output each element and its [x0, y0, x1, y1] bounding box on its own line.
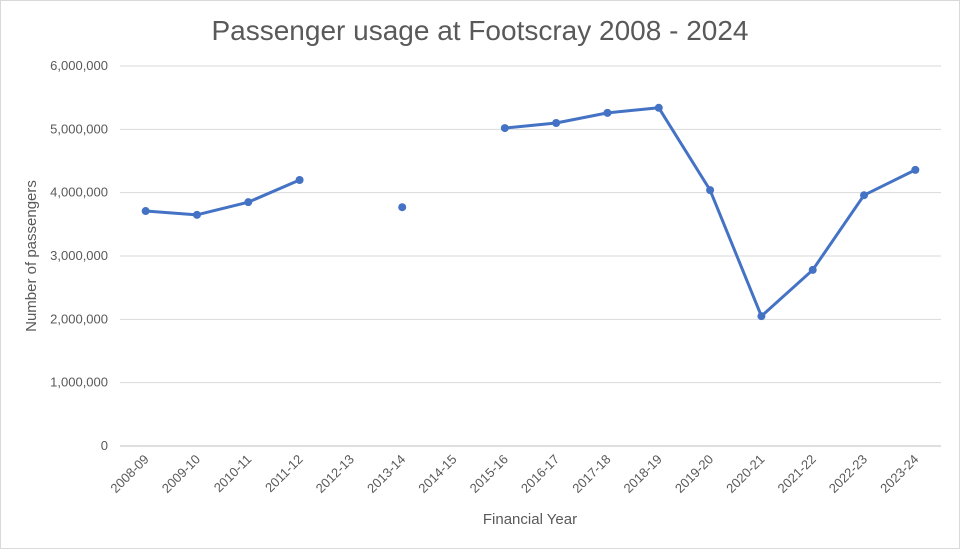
x-tick-label: 2016-17	[518, 452, 562, 496]
data-point	[552, 119, 561, 127]
x-tick-label: 2023-24	[877, 452, 921, 496]
data-point	[192, 210, 201, 219]
x-tick-label: 2013-14	[364, 452, 408, 496]
y-tick-label: 2,000,000	[50, 311, 108, 326]
data-point	[860, 191, 869, 200]
data-point	[295, 176, 304, 184]
data-point	[808, 265, 817, 274]
x-tick-label: 2020-21	[723, 452, 767, 496]
data-point	[706, 186, 715, 195]
y-axis-label: Number of passengers	[23, 180, 40, 332]
chart-title: Passenger usage at Footscray 2008 - 2024	[211, 15, 748, 46]
x-tick-label: 2018-19	[621, 452, 665, 496]
data-point	[398, 203, 407, 212]
x-tick-label: 2019-20	[672, 452, 716, 496]
x-axis-label: Financial Year	[483, 511, 577, 528]
x-tick-label: 2021-22	[774, 452, 818, 496]
y-tick-label: 5,000,000	[50, 121, 108, 136]
x-tick-label: 2012-13	[313, 452, 357, 496]
x-tick-label: 2010-11	[211, 452, 255, 496]
data-point	[654, 103, 663, 112]
y-tick-label: 0	[101, 438, 108, 453]
y-tick-label: 1,000,000	[50, 375, 108, 390]
x-tick-label: 2014-15	[415, 452, 459, 496]
series-line	[145, 178, 301, 217]
x-tick-label: 2017-18	[569, 452, 613, 496]
data-point	[244, 198, 253, 207]
data-point	[500, 124, 509, 133]
data-point	[603, 108, 612, 117]
data-point	[141, 207, 150, 216]
y-tick-label: 6,000,000	[50, 58, 108, 73]
data-point	[757, 312, 766, 321]
x-tick-label: 2015-16	[467, 452, 511, 496]
data-point	[911, 165, 920, 174]
x-tick-label: 2022-23	[826, 452, 870, 496]
x-tick-label: 2011-12	[262, 452, 306, 496]
series-line	[504, 106, 917, 318]
y-tick-label: 4,000,000	[50, 185, 108, 200]
y-tick-label: 3,000,000	[50, 248, 108, 263]
x-tick-label: 2009-10	[159, 452, 203, 496]
x-tick-label: 2008-09	[107, 452, 151, 496]
